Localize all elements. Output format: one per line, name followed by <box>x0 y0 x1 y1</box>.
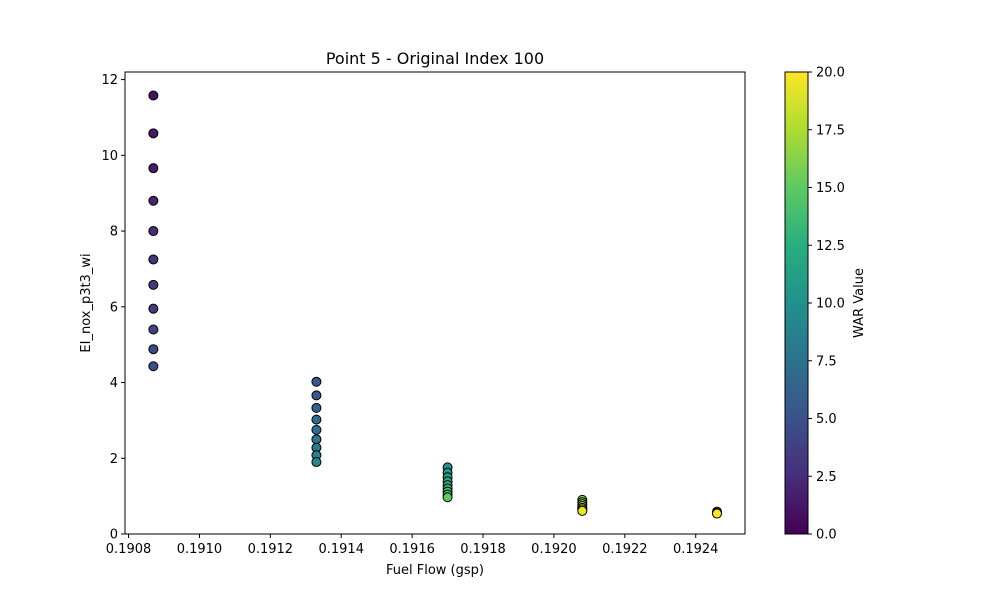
data-point <box>148 303 159 314</box>
colorbar-tick-label: 20.0 <box>816 66 845 81</box>
colorbar-tick-label: 0.0 <box>816 528 837 543</box>
y-ticks: 0 2 4 6 8 10 12 <box>101 73 125 543</box>
y-tick-label: 12 <box>101 73 118 88</box>
data-point <box>148 163 159 174</box>
colorbar-tick-label: 5.0 <box>816 412 837 427</box>
data-point <box>311 390 322 401</box>
x-tick-label: 0.1924 <box>673 542 719 557</box>
colorbar-ticks: 0.0 2.5 5.0 7.5 10.0 12.5 15.0 17.5 20.0 <box>808 66 845 543</box>
data-point <box>311 457 322 468</box>
y-tick-label: 6 <box>110 300 118 315</box>
data-point <box>148 90 159 101</box>
data-point <box>311 414 322 425</box>
colorbar <box>784 71 809 535</box>
colorbar-tick-label: 15.0 <box>816 181 845 196</box>
colorbar-tick-label: 12.5 <box>816 239 845 254</box>
x-tick-label: 0.1922 <box>602 542 648 557</box>
x-tick-label: 0.1912 <box>248 542 294 557</box>
points-layer <box>148 90 722 519</box>
data-point <box>148 254 159 265</box>
y-tick-label: 4 <box>110 376 118 391</box>
data-point <box>711 508 722 519</box>
data-point <box>148 195 159 206</box>
colorbar-tick-label: 17.5 <box>816 123 845 138</box>
x-tick-label: 0.1916 <box>389 542 435 557</box>
data-point <box>148 279 159 290</box>
data-point <box>311 402 322 413</box>
y-tick-label: 8 <box>110 225 118 240</box>
plot-frame <box>124 71 746 535</box>
y-tick-label: 10 <box>101 149 118 164</box>
data-point <box>577 505 588 516</box>
x-axis-label: Fuel Flow (gsp) <box>386 563 484 578</box>
y-tick-label: 0 <box>110 528 118 543</box>
x-tick-label: 0.1918 <box>460 542 506 557</box>
data-point <box>311 424 322 435</box>
colorbar-label: WAR Value <box>852 268 867 338</box>
x-tick-label: 0.1914 <box>318 542 364 557</box>
data-point <box>148 344 159 355</box>
colorbar-tick-label: 10.0 <box>816 297 845 312</box>
x-ticks: 0.1908 0.1910 0.1912 0.1914 0.1916 0.1918 0.19… <box>106 534 719 557</box>
colorbar-tick-label: 7.5 <box>816 354 837 369</box>
data-point <box>148 324 159 335</box>
colorbar-tick-label: 2.5 <box>816 470 837 485</box>
x-tick-label: 0.1910 <box>177 542 223 557</box>
x-tick-label: 0.1908 <box>106 542 152 557</box>
data-point <box>148 226 159 237</box>
chart-title: Point 5 - Original Index 100 <box>326 49 544 68</box>
data-point <box>442 492 453 503</box>
data-point <box>148 361 159 372</box>
data-point <box>311 376 322 387</box>
data-point <box>311 434 322 445</box>
y-tick-label: 2 <box>110 452 118 467</box>
x-tick-label: 0.1920 <box>531 542 577 557</box>
data-point <box>148 128 159 139</box>
y-axis-label: EI_nox_p3t3_wi <box>79 253 94 352</box>
